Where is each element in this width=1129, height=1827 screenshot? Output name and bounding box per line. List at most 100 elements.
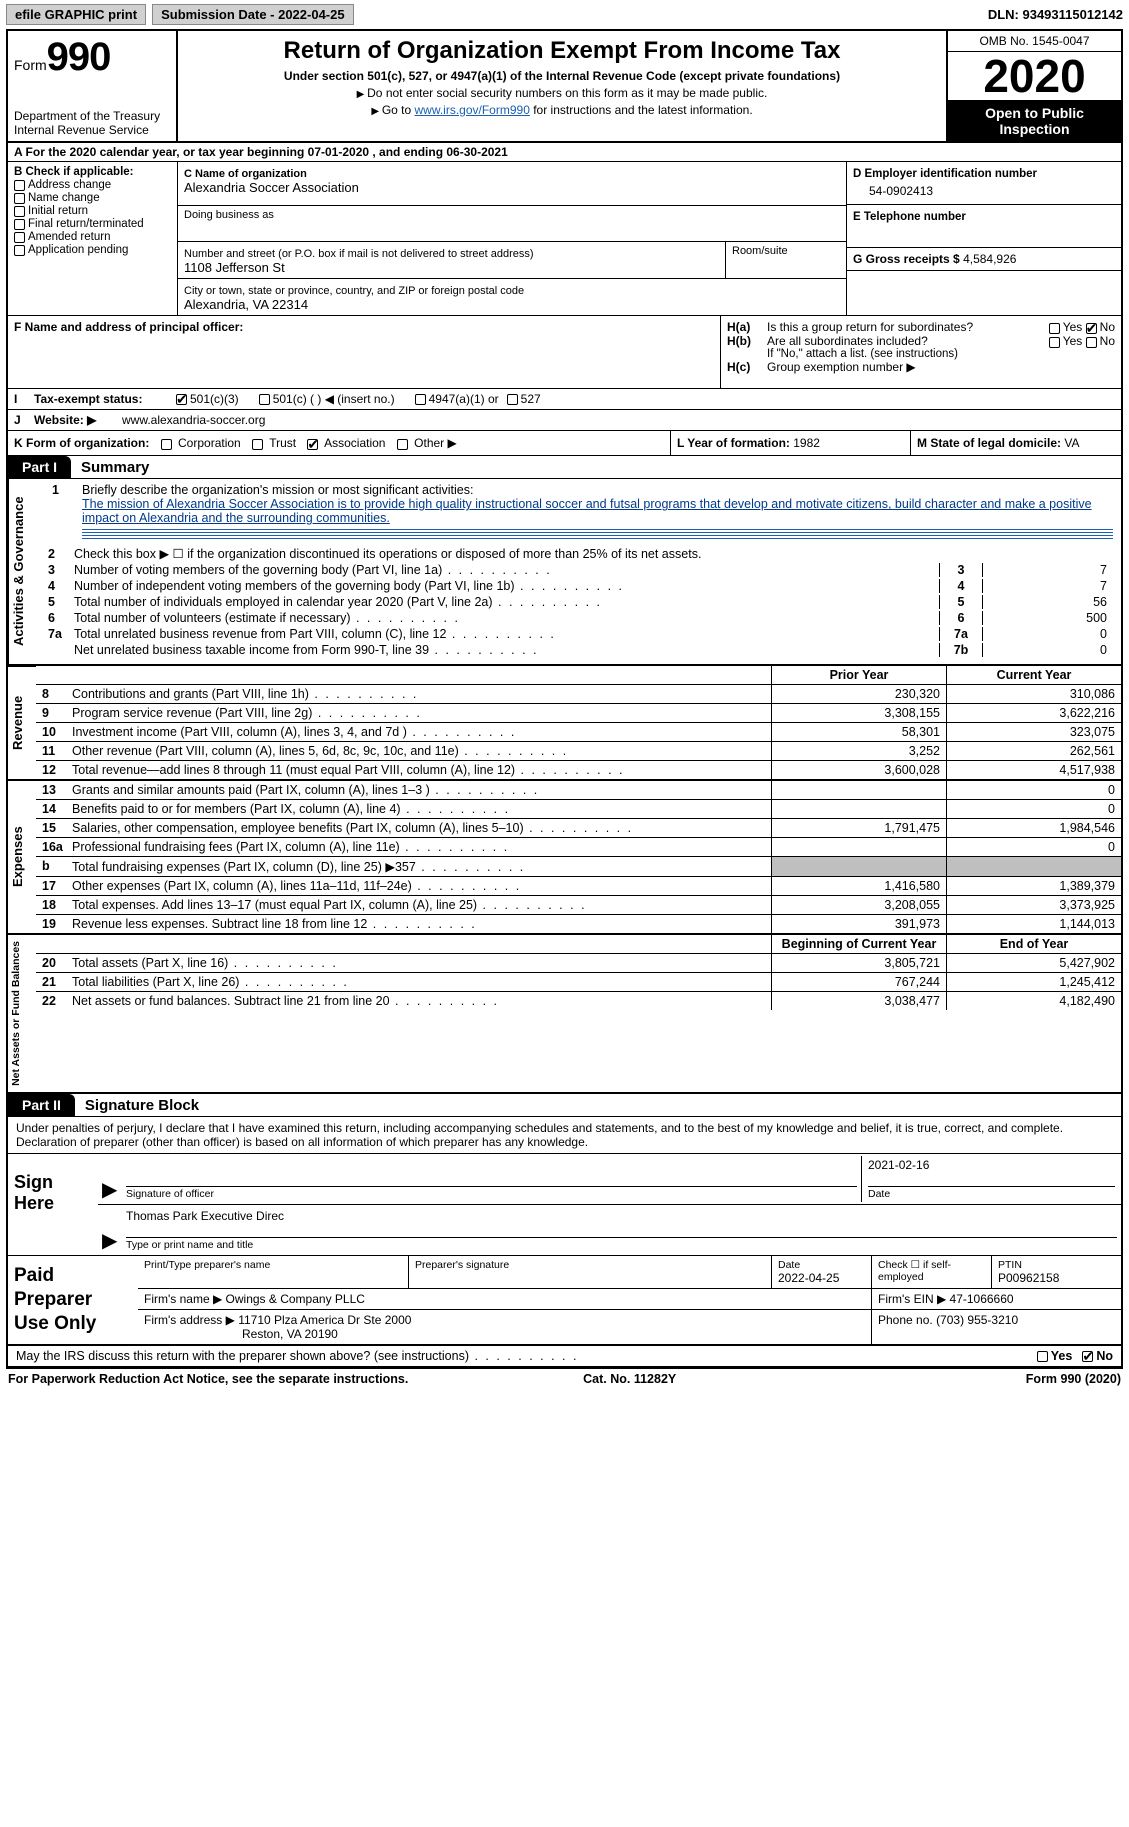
- irs-link[interactable]: www.irs.gov/Form990: [415, 103, 530, 117]
- chk-corporation[interactable]: [161, 439, 172, 450]
- firm-name: Owings & Company PLLC: [226, 1292, 365, 1306]
- form-subtitle-2: Do not enter social security numbers on …: [186, 86, 938, 100]
- summary-line: Net unrelated business taxable income fr…: [44, 642, 1113, 658]
- group-return-box: H(a)Is this a group return for subordina…: [721, 316, 1121, 388]
- side-net-assets: Net Assets or Fund Balances: [8, 935, 36, 1092]
- chk-initial-return[interactable]: Initial return: [14, 205, 171, 217]
- financial-line: 15Salaries, other compensation, employee…: [36, 819, 1121, 838]
- chk-trust[interactable]: [252, 439, 263, 450]
- paid-preparer-label: Paid Preparer Use Only: [8, 1256, 138, 1344]
- preparer-sig-label: Preparer's signature: [415, 1259, 765, 1271]
- financial-line: 22Net assets or fund balances. Subtract …: [36, 992, 1121, 1010]
- sign-here-label: Sign Here: [8, 1154, 98, 1255]
- q1-label: Briefly describe the organization's miss…: [82, 483, 473, 497]
- mission-text: The mission of Alexandria Soccer Associa…: [82, 497, 1092, 525]
- firm-addr2: Reston, VA 20190: [242, 1327, 338, 1341]
- financial-line: 9Program service revenue (Part VIII, lin…: [36, 704, 1121, 723]
- form-subtitle-3: Go to www.irs.gov/Form990 for instructio…: [186, 103, 938, 117]
- part1-header: Part I Summary: [8, 456, 1121, 479]
- gross-receipts-value: 4,584,926: [963, 252, 1016, 266]
- street-value: 1108 Jefferson St: [184, 260, 285, 275]
- financial-line: 20Total assets (Part X, line 16)3,805,72…: [36, 954, 1121, 973]
- form-number-990: 990: [47, 35, 111, 80]
- city-value: Alexandria, VA 22314: [184, 297, 308, 312]
- hb-no[interactable]: [1086, 337, 1097, 348]
- officer-sig-date: 2021-02-16: [868, 1158, 929, 1172]
- chk-association[interactable]: [307, 439, 318, 450]
- row-a-tax-year: A For the 2020 calendar year, or tax yea…: [8, 143, 1121, 162]
- footer-catno: Cat. No. 11282Y: [583, 1372, 676, 1386]
- firm-addr1: 11710 Plza America Dr Ste 2000: [238, 1313, 411, 1327]
- financial-line: 21Total liabilities (Part X, line 26)767…: [36, 973, 1121, 992]
- ein-box: D Employer identification number 54-0902…: [847, 162, 1121, 205]
- preparer-name-label: Print/Type preparer's name: [144, 1259, 402, 1271]
- year-formation: L Year of formation: 1982: [671, 431, 911, 455]
- section-b-checkboxes: B Check if applicable: Address change Na…: [8, 162, 178, 315]
- irs-label: Internal Revenue Service: [14, 123, 170, 137]
- financial-line: 17Other expenses (Part IX, column (A), l…: [36, 877, 1121, 896]
- chk-amended-return[interactable]: Amended return: [14, 231, 171, 243]
- website-value: www.alexandria-soccer.org: [122, 413, 265, 427]
- part2-header: Part II Signature Block: [8, 1094, 1121, 1117]
- chk-527[interactable]: [507, 394, 518, 405]
- q2-text: Check this box ▶ ☐ if the organization d…: [74, 546, 1113, 561]
- discuss-yes[interactable]: [1037, 1351, 1048, 1362]
- dept-treasury: Department of the Treasury: [14, 109, 170, 123]
- chk-application-pending[interactable]: Application pending: [14, 244, 171, 256]
- website-label: Website: ▶: [34, 413, 114, 427]
- chk-final-return[interactable]: Final return/terminated: [14, 218, 171, 230]
- financial-line: 11Other revenue (Part VIII, column (A), …: [36, 742, 1121, 761]
- financial-line: 18Total expenses. Add lines 13–17 (must …: [36, 896, 1121, 915]
- chk-address-change[interactable]: Address change: [14, 179, 171, 191]
- discuss-no[interactable]: [1082, 1351, 1093, 1362]
- efile-button[interactable]: efile GRAPHIC print: [6, 4, 146, 25]
- financial-line: 19Revenue less expenses. Subtract line 1…: [36, 915, 1121, 933]
- col-prior-year: Prior Year: [771, 666, 946, 684]
- hb-yes[interactable]: [1049, 337, 1060, 348]
- org-name-box: C Name of organization Alexandria Soccer…: [178, 162, 846, 206]
- financial-line: 13Grants and similar amounts paid (Part …: [36, 781, 1121, 800]
- chk-501c[interactable]: [259, 394, 270, 405]
- signature-of-officer-label: Signature of officer: [126, 1186, 857, 1200]
- summary-line: 5Total number of individuals employed in…: [44, 594, 1113, 610]
- org-name-value: Alexandria Soccer Association: [184, 180, 359, 195]
- financial-line: bTotal fundraising expenses (Part IX, co…: [36, 857, 1121, 877]
- form-of-org-row: K Form of organization: Corporation Trus…: [8, 431, 671, 455]
- firm-ein: 47-1066660: [950, 1292, 1014, 1306]
- self-employed-check[interactable]: Check ☐ if self-employed: [878, 1259, 985, 1283]
- submission-date-button[interactable]: Submission Date - 2022-04-25: [152, 4, 354, 25]
- ha-no[interactable]: [1086, 323, 1097, 334]
- preparer-date: 2022-04-25: [778, 1271, 839, 1285]
- tax-exempt-row: I Tax-exempt status: 501(c)(3) 501(c) ( …: [8, 389, 1121, 410]
- discuss-row: May the IRS discuss this return with the…: [8, 1346, 1121, 1367]
- chk-name-change[interactable]: Name change: [14, 192, 171, 204]
- name-arrow-icon: ▶: [98, 1228, 122, 1253]
- street-box: Number and street (or P.O. box if mail i…: [178, 242, 726, 278]
- open-to-public: Open to Public Inspection: [948, 101, 1121, 141]
- financial-line: 8Contributions and grants (Part VIII, li…: [36, 685, 1121, 704]
- principal-officer-box: F Name and address of principal officer:: [8, 316, 721, 388]
- gross-receipts-box: G Gross receipts $ 4,584,926: [847, 248, 1121, 271]
- signature-arrow-icon: ▶: [98, 1177, 122, 1202]
- chk-501c3[interactable]: [176, 394, 187, 405]
- col-current-year: Current Year: [946, 666, 1121, 684]
- col-boy: Beginning of Current Year: [771, 935, 946, 953]
- ha-yes[interactable]: [1049, 323, 1060, 334]
- chk-other[interactable]: [397, 439, 408, 450]
- chk-4947[interactable]: [415, 394, 426, 405]
- room-suite-box: Room/suite: [726, 242, 846, 278]
- form-subtitle-1: Under section 501(c), 527, or 4947(a)(1)…: [186, 69, 938, 83]
- financial-line: 16aProfessional fundraising fees (Part I…: [36, 838, 1121, 857]
- form-title: Return of Organization Exempt From Incom…: [186, 37, 938, 65]
- side-expenses: Expenses: [8, 781, 36, 933]
- ein-value: 54-0902413: [853, 180, 1115, 200]
- telephone-box: E Telephone number: [847, 205, 1121, 248]
- ptin-value: P00962158: [998, 1271, 1059, 1285]
- side-activities-governance: Activities & Governance: [8, 479, 36, 664]
- footer-paperwork: For Paperwork Reduction Act Notice, see …: [8, 1372, 408, 1386]
- dln-label: DLN: 93493115012142: [988, 7, 1123, 22]
- summary-line: 3Number of voting members of the governi…: [44, 562, 1113, 578]
- financial-line: 14Benefits paid to or for members (Part …: [36, 800, 1121, 819]
- dba-box: Doing business as: [178, 206, 846, 242]
- footer-form990: Form 990 (2020): [1026, 1372, 1121, 1386]
